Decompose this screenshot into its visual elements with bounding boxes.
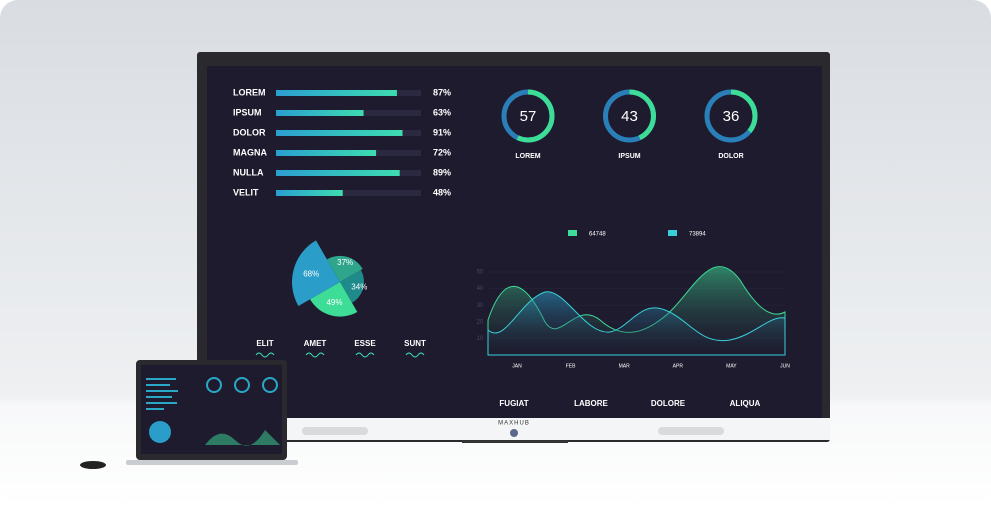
bar-value: 89% (433, 167, 451, 177)
stand (462, 440, 568, 443)
wave-legend-swatch (668, 230, 677, 236)
wave-ytick-label: 50 (477, 270, 484, 276)
logo-dot (510, 429, 518, 437)
wave-month-label: FEB (566, 363, 576, 369)
bar (276, 190, 343, 196)
footer-label: ALIQUA (730, 399, 761, 408)
bar-label: NULLA (233, 167, 264, 177)
pie-legend-squiggle (255, 352, 275, 358)
wave-month-label: MAR (619, 363, 631, 369)
wave-month-label: APR (673, 363, 684, 369)
wave-ytick-label: 20 (477, 319, 484, 325)
pie-legend-squiggle (305, 352, 325, 358)
gauge-label: IPSUM (618, 153, 640, 160)
wave-legend-swatch (568, 230, 577, 236)
gauge-value: 36 (723, 108, 740, 125)
gauge-label: DOLOR (718, 153, 743, 160)
pie-legend-squiggle (355, 352, 375, 358)
laptop-base (126, 460, 298, 465)
pie-slice (292, 240, 340, 306)
gauge-value: 57 (520, 108, 537, 125)
gauge-arc (704, 89, 758, 143)
pie-slice (326, 255, 363, 282)
wave-legend-label: 64748 (589, 232, 606, 238)
bar-label: VELIT (233, 187, 259, 197)
wave-ytick-label: 40 (477, 286, 484, 292)
gauge-arc (501, 89, 555, 143)
bar-value: 63% (433, 107, 451, 117)
speaker (302, 427, 368, 435)
pie-slice (310, 282, 358, 317)
laptop-mini-dashboard (146, 377, 280, 446)
bar (276, 130, 403, 136)
wave-month-label: MAY (726, 363, 737, 369)
pie-label: 49% (326, 298, 342, 307)
pie-legend-label: ELIT (256, 339, 273, 348)
wave-month-label: JAN (512, 363, 522, 369)
wave-area (487, 291, 786, 356)
pie-label: 37% (337, 258, 353, 267)
bar (276, 90, 397, 96)
bar (276, 150, 377, 156)
footer-label: FUGIAT (499, 399, 528, 408)
bar-value: 87% (433, 87, 451, 97)
pie-legend-label: AMET (304, 339, 327, 348)
pie-label: 34% (351, 282, 367, 291)
bar (276, 110, 364, 116)
bar-label: MAGNA (233, 147, 267, 157)
bar-value: 48% (433, 187, 451, 197)
gauge-arc (603, 89, 656, 143)
bar-value: 91% (433, 127, 451, 137)
screen (207, 66, 822, 418)
pie-legend-label: ESSE (354, 339, 376, 348)
bar (276, 170, 400, 176)
bar-label: DOLOR (233, 127, 266, 137)
gauge-label: LOREM (515, 153, 540, 160)
bar-label: LOREM (233, 87, 266, 97)
speaker (658, 427, 724, 435)
brand: MAXHUB (498, 421, 530, 427)
footer-label: DOLORE (651, 399, 686, 408)
pie-label: 68% (303, 269, 319, 278)
wave-ytick-label: 30 (477, 303, 484, 309)
pie-legend-squiggle (405, 352, 425, 358)
wave-month-label: JUN (780, 363, 790, 369)
pie-slice (340, 270, 365, 303)
pie-legend-label: SUNT (404, 339, 426, 348)
bar-value: 72% (433, 147, 451, 157)
footer-label: LABORE (574, 399, 608, 408)
gauge-value: 43 (621, 108, 638, 125)
wave-legend-label: 73894 (689, 232, 706, 238)
wave-ytick-label: 10 (477, 336, 484, 342)
bar-label: IPSUM (233, 107, 262, 117)
bar-track (276, 190, 421, 196)
dongle (80, 461, 106, 469)
